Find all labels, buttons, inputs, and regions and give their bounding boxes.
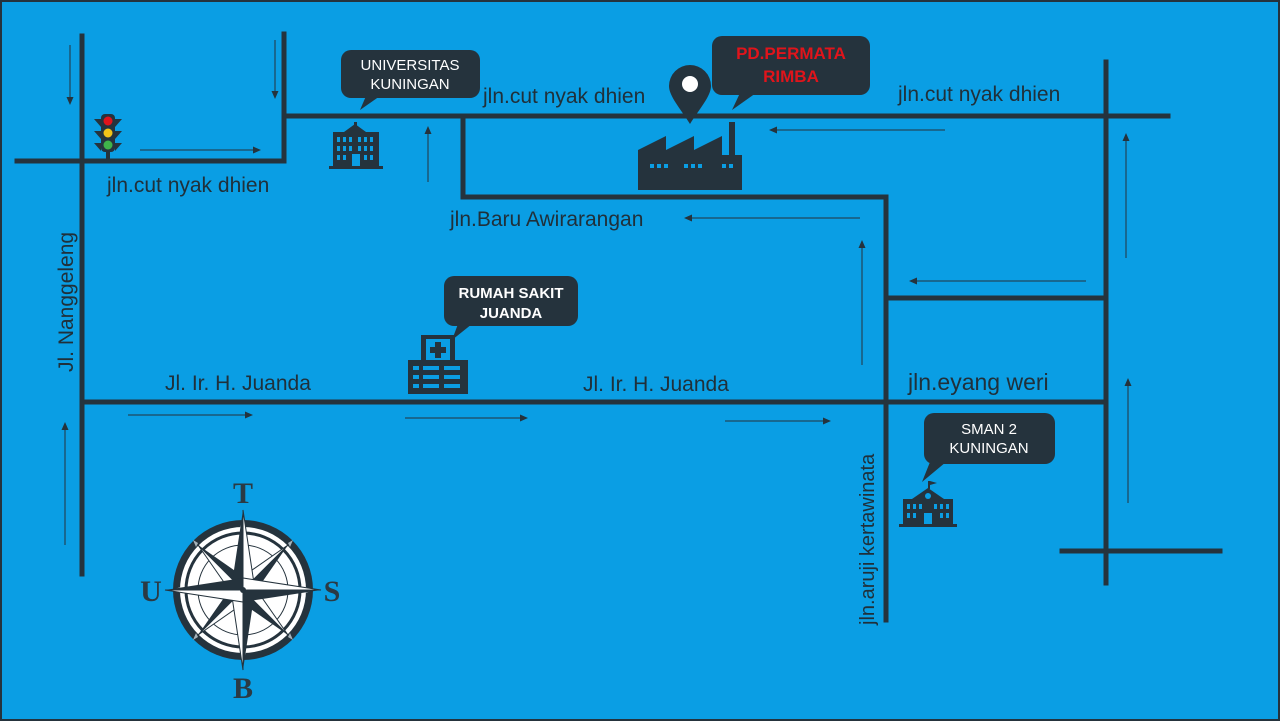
compass-east-label: S	[324, 575, 341, 608]
compass-north-label: T	[233, 477, 253, 510]
rumah-sakit-label-line1: RUMAH SAKIT	[459, 285, 564, 302]
location-pin-icon	[669, 65, 711, 124]
university-building-icon	[329, 122, 383, 169]
compass-south-label: B	[233, 672, 253, 705]
traffic-direction-arrows	[61, 40, 1132, 545]
factory-icon	[638, 122, 742, 190]
rumah-sakit-callout: RUMAH SAKIT JUANDA	[444, 276, 578, 340]
road-label-cut-nyak-dhien-west: jln.cut nyak dhien	[106, 174, 269, 197]
permata-rimba-callout: PD.PERMATA RIMBA	[712, 36, 870, 110]
universitas-label-line1: UNIVERSITAS	[361, 57, 460, 74]
road-label-nanggeleng: Jl. Nanggeleng	[55, 232, 78, 372]
permata-label-line1: PD.PERMATA	[736, 44, 846, 63]
rumah-sakit-label-line2: JUANDA	[480, 305, 543, 322]
sman-label-line1: SMAN 2	[961, 421, 1017, 438]
school-building-icon	[899, 481, 957, 527]
road-label-cut-nyak-dhien-mid: jln.cut nyak dhien	[482, 85, 645, 108]
compass-rose-icon	[164, 509, 322, 671]
traffic-light-icon	[94, 114, 122, 160]
compass-west-label: U	[140, 575, 162, 608]
road-label-juanda-east: Jl. Ir. H. Juanda	[583, 373, 729, 396]
permata-label-line2: RIMBA	[763, 67, 819, 86]
universitas-label-line2: KUNINGAN	[370, 76, 449, 93]
sman-callout: SMAN 2 KUNINGAN	[922, 413, 1055, 482]
hospital-icon	[408, 335, 468, 394]
universitas-kuningan-callout: UNIVERSITAS KUNINGAN	[341, 50, 480, 110]
road-label-eyang-weri: jln.eyang weri	[907, 369, 1049, 395]
road-label-baru-awirarangan: jln.Baru Awirarangan	[449, 208, 643, 231]
road-network	[14, 31, 1223, 623]
road-label-juanda-west: Jl. Ir. H. Juanda	[165, 372, 311, 395]
sman-label-line2: KUNINGAN	[949, 440, 1028, 457]
road-label-aruji-kertawinata: jln.aruji kertawinata	[857, 453, 879, 626]
road-label-cut-nyak-dhien-east: jln.cut nyak dhien	[897, 83, 1060, 106]
